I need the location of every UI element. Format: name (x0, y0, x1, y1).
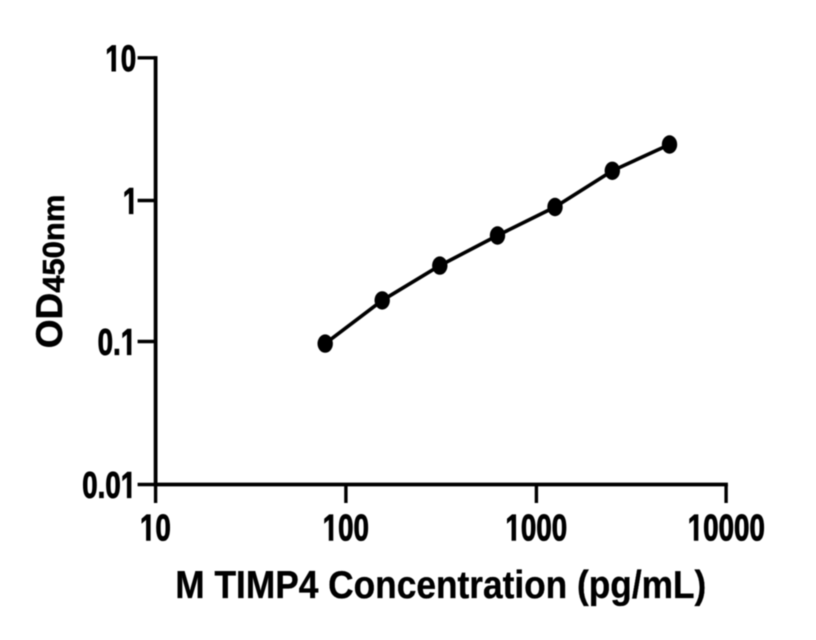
svg-text:OD450nm: OD450nm (29, 195, 71, 349)
svg-text:M TIMP4 Concentration (pg/mL): M TIMP4 Concentration (pg/mL) (175, 562, 706, 606)
